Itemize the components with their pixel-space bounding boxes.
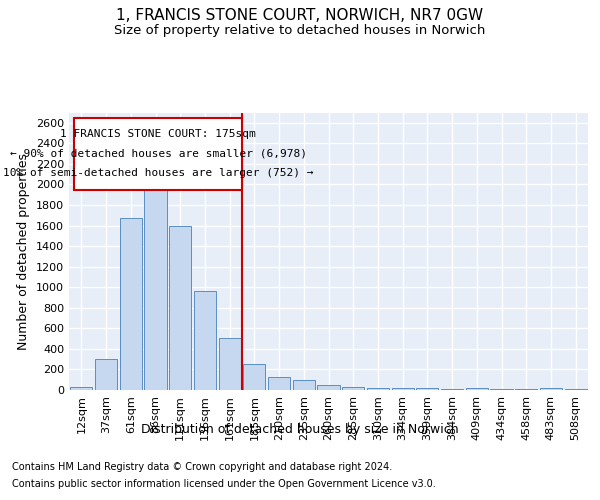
Bar xyxy=(169,226,191,390)
Bar xyxy=(342,387,364,390)
Bar xyxy=(268,377,290,390)
Bar xyxy=(441,389,463,390)
Bar xyxy=(367,388,389,390)
Text: Contains public sector information licensed under the Open Government Licence v3: Contains public sector information licen… xyxy=(12,479,436,489)
Bar xyxy=(70,388,92,390)
Bar xyxy=(466,388,488,390)
Bar xyxy=(218,338,241,390)
Bar xyxy=(540,388,562,390)
Text: 1, FRANCIS STONE COURT, NORWICH, NR7 0GW: 1, FRANCIS STONE COURT, NORWICH, NR7 0GW xyxy=(116,8,484,22)
Bar xyxy=(194,292,216,390)
Bar xyxy=(243,364,265,390)
Bar xyxy=(293,380,315,390)
Y-axis label: Number of detached properties: Number of detached properties xyxy=(17,153,31,350)
Text: Distribution of detached houses by size in Norwich: Distribution of detached houses by size … xyxy=(141,422,459,436)
Bar xyxy=(95,359,117,390)
Text: ← 90% of detached houses are smaller (6,978): ← 90% of detached houses are smaller (6,… xyxy=(10,148,307,158)
Bar xyxy=(119,218,142,390)
Bar xyxy=(145,169,167,390)
Bar xyxy=(392,388,414,390)
Text: Contains HM Land Registry data © Crown copyright and database right 2024.: Contains HM Land Registry data © Crown c… xyxy=(12,462,392,472)
Bar xyxy=(416,388,439,390)
FancyBboxPatch shape xyxy=(74,118,242,190)
Text: Size of property relative to detached houses in Norwich: Size of property relative to detached ho… xyxy=(115,24,485,37)
Bar xyxy=(317,385,340,390)
Text: 1 FRANCIS STONE COURT: 175sqm: 1 FRANCIS STONE COURT: 175sqm xyxy=(60,129,256,139)
Text: 10% of semi-detached houses are larger (752) →: 10% of semi-detached houses are larger (… xyxy=(3,168,313,178)
